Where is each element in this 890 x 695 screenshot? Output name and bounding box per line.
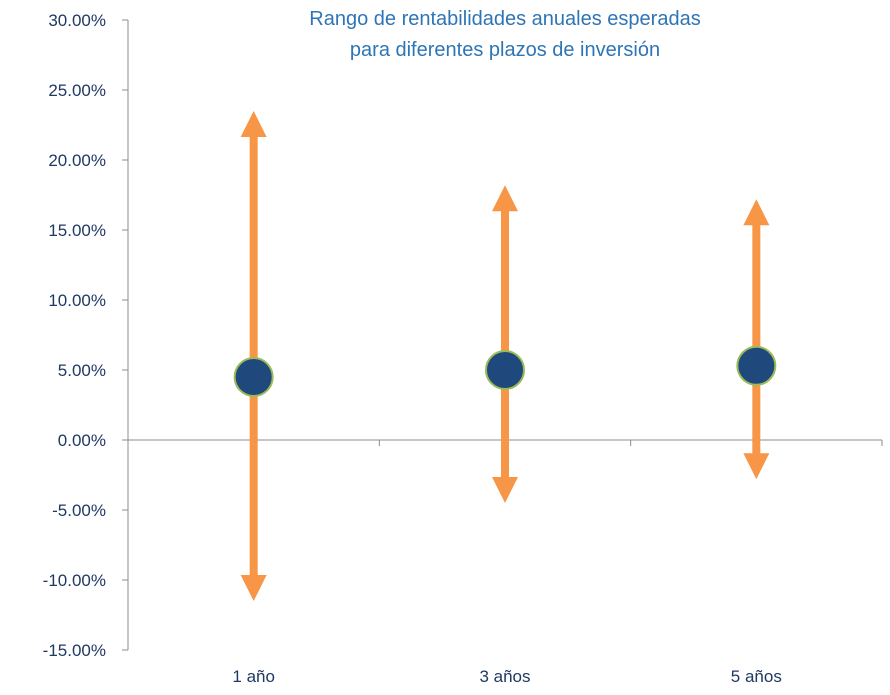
chart-title-line-2: para diferentes plazos de inversión bbox=[350, 39, 660, 61]
x-category-labels: 1 año 3 años 5 años bbox=[232, 667, 781, 686]
arrow-head-high bbox=[240, 111, 267, 137]
expected-return-marker bbox=[233, 357, 274, 397]
arrow-head-low bbox=[743, 453, 770, 480]
y-tick-label: 30.00% bbox=[48, 11, 106, 30]
y-tick-label: 5.00% bbox=[58, 361, 106, 380]
expected-return-marker bbox=[485, 350, 525, 390]
range-arrow-1 bbox=[233, 111, 274, 601]
range-arrow-3 bbox=[736, 199, 777, 480]
y-tick-labels: 30.00% 25.00% 20.00% 15.00% 10.00% 5.00% 0.00%… bbox=[43, 11, 106, 660]
range-arrow-2 bbox=[485, 185, 525, 503]
x-category-label: 3 años bbox=[479, 667, 530, 686]
y-tick-label: -10.00% bbox=[43, 571, 106, 590]
expected-return-marker bbox=[736, 345, 777, 386]
arrow-head-low bbox=[240, 575, 267, 601]
range-marks bbox=[233, 111, 777, 601]
x-category-label: 5 años bbox=[731, 667, 782, 686]
y-tick-label: 15.00% bbox=[48, 221, 106, 240]
arrow-shaft bbox=[752, 224, 761, 455]
y-tick-label: 25.00% bbox=[48, 81, 106, 100]
arrow-head-high bbox=[492, 185, 518, 212]
y-tick-label: 10.00% bbox=[48, 291, 106, 310]
y-tick-label: -5.00% bbox=[52, 501, 106, 520]
x-category-label: 1 año bbox=[232, 667, 275, 686]
arrow-shaft bbox=[249, 136, 258, 576]
y-tick-label: -15.00% bbox=[43, 641, 106, 660]
y-tick-label: 20.00% bbox=[48, 151, 106, 170]
chart-title-line-1: Rango de rentabilidades anuales esperada… bbox=[309, 8, 700, 30]
chart-title: Rango de rentabilidades anuales esperada… bbox=[309, 8, 700, 61]
arrow-head-high bbox=[743, 199, 770, 226]
arrow-head-low bbox=[492, 477, 518, 503]
y-tick-label: 0.00% bbox=[58, 431, 106, 450]
arrow-shaft bbox=[501, 210, 509, 478]
